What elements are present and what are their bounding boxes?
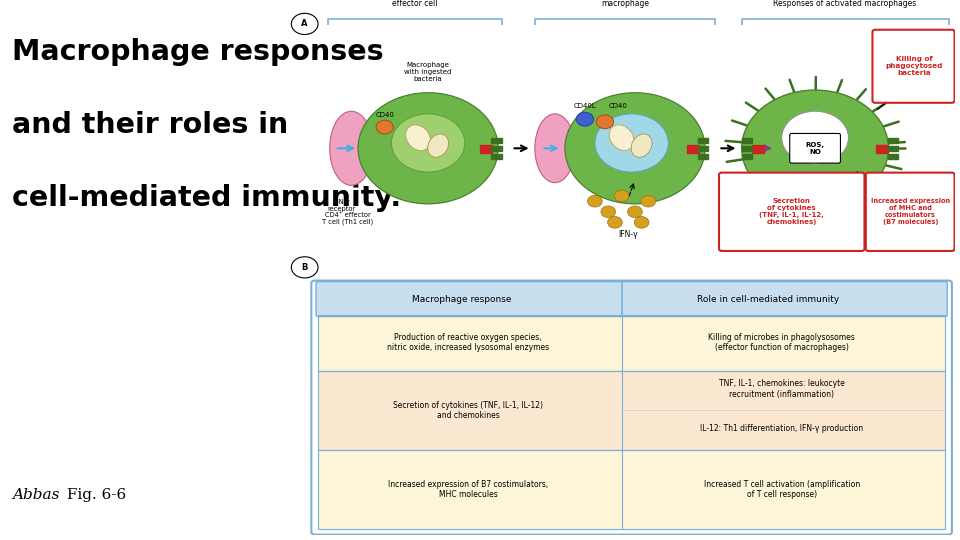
FancyBboxPatch shape xyxy=(752,145,764,152)
Text: Macrophage responses: Macrophage responses xyxy=(12,38,384,66)
FancyBboxPatch shape xyxy=(889,153,899,159)
Text: Activation of
macrophage: Activation of macrophage xyxy=(601,0,649,8)
Text: IFN-γ: IFN-γ xyxy=(618,230,638,239)
FancyBboxPatch shape xyxy=(492,146,501,151)
Text: Abbas: Abbas xyxy=(12,488,60,502)
Circle shape xyxy=(588,195,602,207)
Text: B: B xyxy=(301,263,308,272)
Text: Role in cell-mediated immunity: Role in cell-mediated immunity xyxy=(697,295,839,303)
FancyBboxPatch shape xyxy=(698,153,708,159)
Text: Macrophage response: Macrophage response xyxy=(412,295,512,303)
Circle shape xyxy=(291,14,318,35)
Text: Production of reactive oxygen species,
nitric oxide, increased lysosomal enzymes: Production of reactive oxygen species, n… xyxy=(387,333,549,352)
Ellipse shape xyxy=(428,134,448,157)
Circle shape xyxy=(576,112,593,126)
Ellipse shape xyxy=(406,125,430,151)
Text: CD40: CD40 xyxy=(609,103,628,109)
Circle shape xyxy=(781,111,849,164)
Text: IFN-γ
receptor: IFN-γ receptor xyxy=(327,199,355,212)
FancyBboxPatch shape xyxy=(318,450,946,529)
Text: cell-mediated immunity.: cell-mediated immunity. xyxy=(12,184,401,212)
Text: ROS,
NO: ROS, NO xyxy=(805,142,825,155)
FancyBboxPatch shape xyxy=(311,281,952,535)
FancyBboxPatch shape xyxy=(742,153,752,159)
Text: Responses of activated macrophages: Responses of activated macrophages xyxy=(774,0,917,8)
FancyBboxPatch shape xyxy=(889,138,899,143)
Circle shape xyxy=(614,190,629,202)
Text: Killing of microbes in phagolysosomes
(effector function of macrophages): Killing of microbes in phagolysosomes (e… xyxy=(708,333,855,352)
FancyBboxPatch shape xyxy=(719,173,864,251)
Ellipse shape xyxy=(631,134,652,157)
Text: Increased expression
of MHC and
costimulators
(B7 molecules): Increased expression of MHC and costimul… xyxy=(871,198,950,225)
Circle shape xyxy=(608,217,622,228)
FancyBboxPatch shape xyxy=(698,138,708,143)
FancyBboxPatch shape xyxy=(876,145,889,152)
Text: Fig. 6-6: Fig. 6-6 xyxy=(62,488,127,502)
Circle shape xyxy=(564,93,705,204)
Text: Increased T cell activation (amplification
of T cell response): Increased T cell activation (amplificati… xyxy=(704,480,860,500)
Circle shape xyxy=(596,115,613,129)
FancyBboxPatch shape xyxy=(318,315,946,370)
FancyBboxPatch shape xyxy=(687,145,699,152)
Circle shape xyxy=(291,256,318,278)
FancyBboxPatch shape xyxy=(492,153,501,159)
Text: and their roles in: and their roles in xyxy=(12,111,289,139)
Text: CD40: CD40 xyxy=(375,112,395,118)
FancyBboxPatch shape xyxy=(480,145,492,152)
Text: IL-12: Th1 differentiation, IFN-γ production: IL-12: Th1 differentiation, IFN-γ produc… xyxy=(700,424,863,433)
FancyBboxPatch shape xyxy=(492,138,501,143)
Circle shape xyxy=(601,206,615,218)
Text: TNF, IL-1, chemokines: leukocyte
recruitment (inflammation): TNF, IL-1, chemokines: leukocyte recruit… xyxy=(719,380,845,399)
Text: Secretion
of cytokines
(TNF, IL-1, IL-12,
chemokines): Secretion of cytokines (TNF, IL-1, IL-12… xyxy=(759,198,825,225)
Text: CD4⁺ effector
T cell (Th1 cell): CD4⁺ effector T cell (Th1 cell) xyxy=(323,212,373,225)
Text: Macrophage
with ingested
bacteria: Macrophage with ingested bacteria xyxy=(404,62,452,82)
FancyBboxPatch shape xyxy=(889,146,899,151)
FancyBboxPatch shape xyxy=(866,173,954,251)
Text: A: A xyxy=(301,19,308,29)
Circle shape xyxy=(742,90,889,206)
Circle shape xyxy=(768,195,782,207)
Text: Increased expression of B7 costimulators,
MHC molecules: Increased expression of B7 costimulators… xyxy=(388,480,548,500)
Ellipse shape xyxy=(535,114,575,183)
Circle shape xyxy=(821,195,836,207)
Text: Activation of
effector cell: Activation of effector cell xyxy=(391,0,439,8)
FancyBboxPatch shape xyxy=(742,138,752,143)
FancyBboxPatch shape xyxy=(790,133,840,163)
Circle shape xyxy=(628,206,642,218)
Circle shape xyxy=(795,190,809,202)
Text: Secretion of cytokines (TNF, IL-1, IL-12)
and chemokines: Secretion of cytokines (TNF, IL-1, IL-12… xyxy=(394,401,543,420)
Circle shape xyxy=(392,114,465,172)
Circle shape xyxy=(376,120,394,134)
FancyBboxPatch shape xyxy=(742,146,752,151)
Circle shape xyxy=(641,195,656,207)
Circle shape xyxy=(358,93,498,204)
FancyBboxPatch shape xyxy=(698,146,708,151)
Circle shape xyxy=(807,206,823,218)
Circle shape xyxy=(635,217,649,228)
Circle shape xyxy=(595,114,668,172)
FancyBboxPatch shape xyxy=(316,282,948,316)
Text: CD40L: CD40L xyxy=(573,103,596,109)
Ellipse shape xyxy=(610,125,634,151)
Circle shape xyxy=(781,206,796,218)
Ellipse shape xyxy=(329,111,373,185)
FancyBboxPatch shape xyxy=(318,370,946,450)
FancyBboxPatch shape xyxy=(873,30,954,103)
Text: Killing of
phagocytosed
bacteria: Killing of phagocytosed bacteria xyxy=(885,56,943,76)
